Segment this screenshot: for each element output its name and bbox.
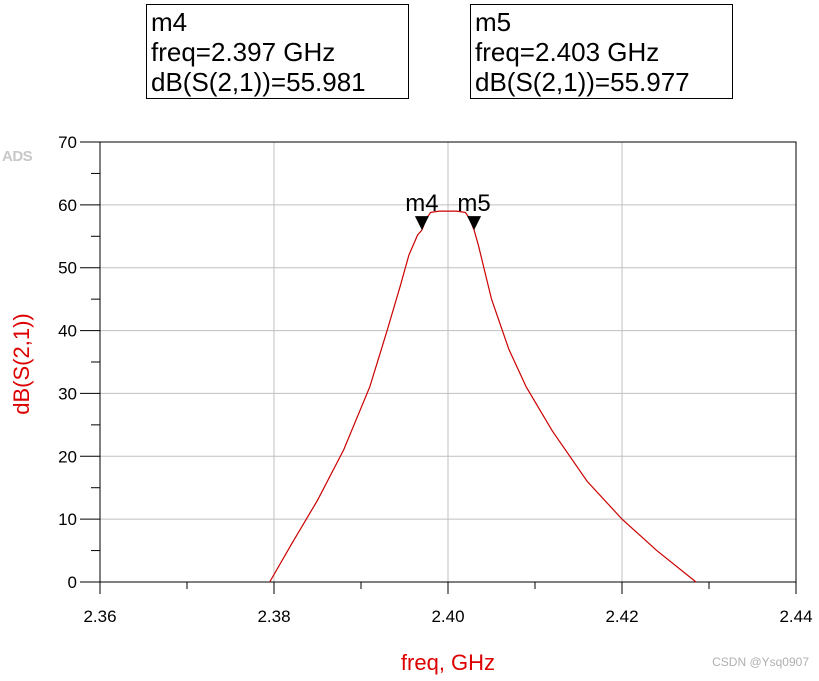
- y-tick-label: 20: [58, 447, 77, 466]
- x-tick-label: 2.36: [83, 607, 116, 626]
- credit-text: CSDN @Ysq0907: [712, 655, 809, 669]
- marker-m4-label: m4: [405, 190, 438, 217]
- marker-readout-freq: freq=2.403 GHz: [475, 37, 660, 67]
- y-tick-label: 0: [68, 573, 77, 592]
- marker-readout-name: m4: [151, 7, 188, 37]
- x-tick-label: 2.44: [779, 607, 812, 626]
- marker-readout-name: m5: [475, 7, 512, 37]
- y-tick-label: 60: [58, 196, 77, 215]
- marker-readout-value: dB(S(2,1))=55.981: [151, 67, 366, 97]
- series-line: [269, 210, 697, 583]
- y-tick-label: 40: [58, 322, 77, 341]
- marker-readout-m4: m4 freq=2.397 GHz dB(S(2,1))=55.981: [146, 4, 409, 99]
- marker-m5-label: m5: [457, 190, 490, 217]
- y-axis-label: dB(S(2,1)): [9, 313, 34, 414]
- y-tick-label: 10: [58, 510, 77, 529]
- marker-readout-m5: m5 freq=2.403 GHz dB(S(2,1))=55.977: [470, 4, 733, 99]
- x-tick-label: 2.38: [257, 607, 290, 626]
- marker-readout-freq: freq=2.397 GHz: [151, 37, 336, 67]
- x-tick-label: 2.42: [605, 607, 638, 626]
- y-tick-label: 70: [58, 133, 77, 152]
- plot-frame: [99, 141, 797, 583]
- y-tick-label: 30: [58, 384, 77, 403]
- marker-m5-icon: [467, 216, 482, 231]
- marker-readout-value: dB(S(2,1))=55.977: [475, 67, 690, 97]
- y-tick-label: 50: [58, 259, 77, 278]
- x-axis-label: freq, GHz: [401, 650, 495, 675]
- marker-m4-icon: [414, 216, 429, 231]
- x-tick-label: 2.40: [431, 607, 464, 626]
- ads-watermark: ADS: [2, 148, 33, 165]
